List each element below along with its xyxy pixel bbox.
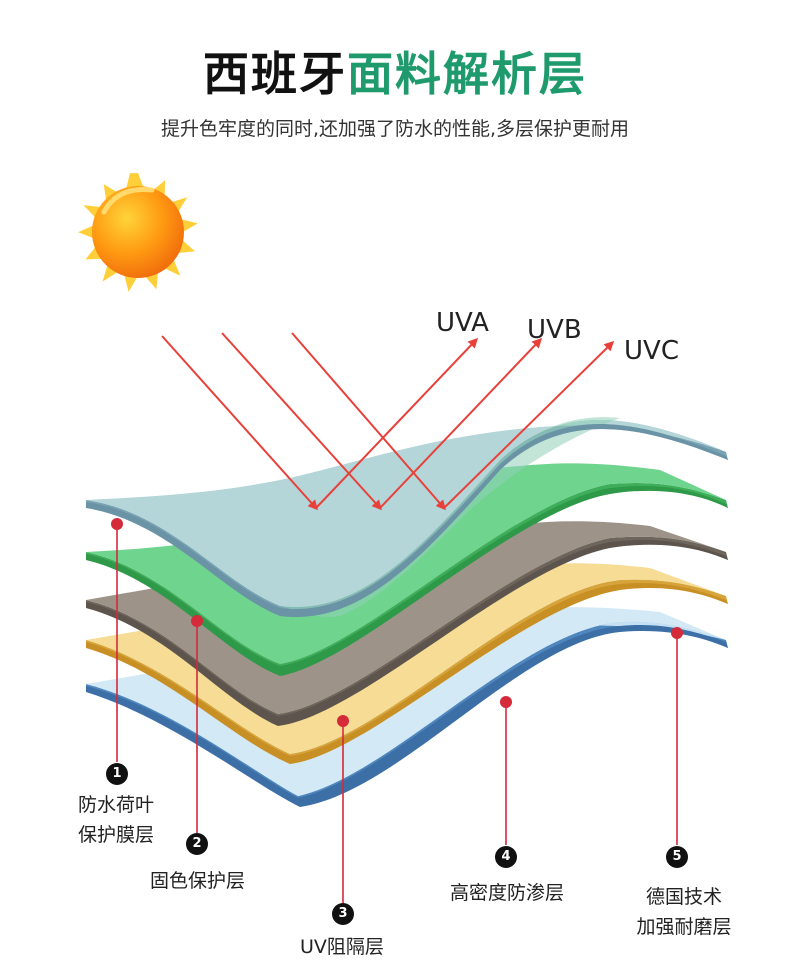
ray-uvb-reflected	[379, 337, 543, 509]
pin-4	[500, 696, 512, 708]
sun-icon	[78, 173, 198, 292]
layer-4-label: 高密度防渗层	[450, 882, 565, 904]
layer-2-label: 固色保护层	[150, 870, 246, 892]
layer-1-shape	[86, 417, 728, 618]
pin-2	[191, 615, 203, 627]
title-green-part: 面料解析层	[347, 47, 587, 101]
ray-uva-incoming	[161, 335, 319, 511]
layer-1-number: 1	[106, 763, 128, 785]
layer-1-label-line2: 保护膜层	[78, 824, 155, 846]
leader-lines	[116, 524, 678, 903]
layer-1-label: 防水荷叶 保护膜层	[78, 790, 154, 850]
layer-3-shape	[86, 521, 728, 726]
layer-5-label-line1: 德国技术	[645, 886, 722, 908]
ray-uva-reflected	[315, 337, 479, 509]
page-title: 西班牙面料解析层	[0, 38, 790, 104]
uvb-label: UVB	[527, 315, 582, 345]
layer-5-number: 5	[666, 846, 688, 868]
layer-3-label: UV阻隔层	[300, 936, 384, 958]
pin-3	[337, 715, 349, 727]
ray-uvb-incoming	[221, 332, 383, 511]
ray-uvc-reflected	[443, 340, 615, 509]
layer-3-number: 3	[332, 903, 354, 925]
layer-pins	[111, 518, 683, 727]
layer-5-label-line2: 加强耐磨层	[636, 916, 732, 938]
uva-label: UVA	[436, 308, 489, 338]
pin-5	[671, 627, 683, 639]
layer-5-label: 德国技术 加强耐磨层	[629, 882, 739, 942]
title-dark-part: 西班牙	[203, 47, 347, 101]
uvc-label: UVC	[624, 336, 679, 366]
layer-2-number: 2	[186, 833, 208, 855]
pin-1	[111, 518, 123, 530]
ray-uvc-incoming	[291, 332, 446, 511]
subtitle: 提升色牢度的同时,还加强了防水的性能,多层保护更耐用	[160, 118, 630, 140]
layer-4-number: 4	[495, 846, 517, 868]
uv-rays	[161, 332, 615, 511]
layer-1-label-line1: 防水荷叶	[78, 794, 155, 816]
